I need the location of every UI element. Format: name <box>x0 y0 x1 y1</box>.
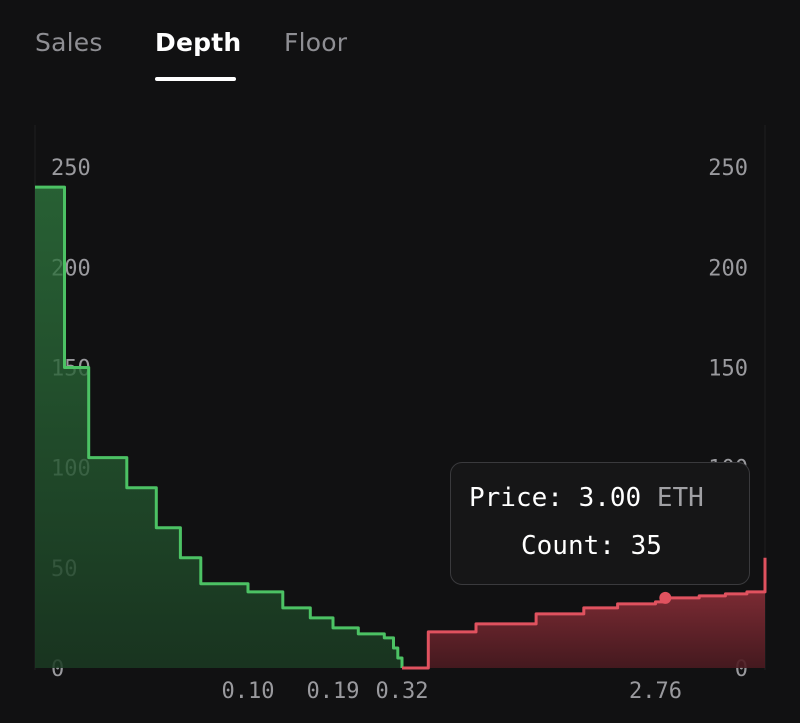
y-tick-left-250: 250 <box>51 156 91 181</box>
y-tick-right-150: 150 <box>708 356 748 381</box>
tab-floor[interactable]: Floor <box>284 28 348 57</box>
tab-depth[interactable]: Depth <box>155 28 242 57</box>
y-tick-right-200: 200 <box>708 256 748 281</box>
x-axis: 0.10 0.19 0.32 2.76 <box>222 679 682 704</box>
tab-sales[interactable]: Sales <box>35 28 103 57</box>
tooltip-price-unit: ETH <box>656 483 704 513</box>
tooltip-count-row: Count: 35 <box>521 531 662 561</box>
x-tick-0.32: 0.32 <box>376 679 429 704</box>
ask-area <box>402 557 765 668</box>
x-tick-0.10: 0.10 <box>222 679 275 704</box>
x-tick-0.19: 0.19 <box>307 679 360 704</box>
ask-line <box>402 557 767 670</box>
x-tick-2.76: 2.76 <box>629 679 682 704</box>
chart-tooltip: Price: 3.00 ETH Count: 35 <box>450 462 750 585</box>
tooltip-price-row: Price: 3.00 ETH <box>469 483 704 513</box>
tooltip-price-value: 3.00 <box>578 483 642 513</box>
bid-area <box>35 187 402 668</box>
y-tick-right-250: 250 <box>708 156 748 181</box>
tooltip-count-label: Count: <box>521 531 615 561</box>
chart-tabs: Sales Depth Floor <box>0 0 800 90</box>
tooltip-count-value: 35 <box>630 531 662 561</box>
series-layer <box>35 185 767 670</box>
tooltip-price-label: Price: <box>469 483 563 513</box>
bid-line <box>35 185 404 668</box>
active-tab-indicator <box>155 77 236 81</box>
highlight-point[interactable] <box>659 591 672 604</box>
